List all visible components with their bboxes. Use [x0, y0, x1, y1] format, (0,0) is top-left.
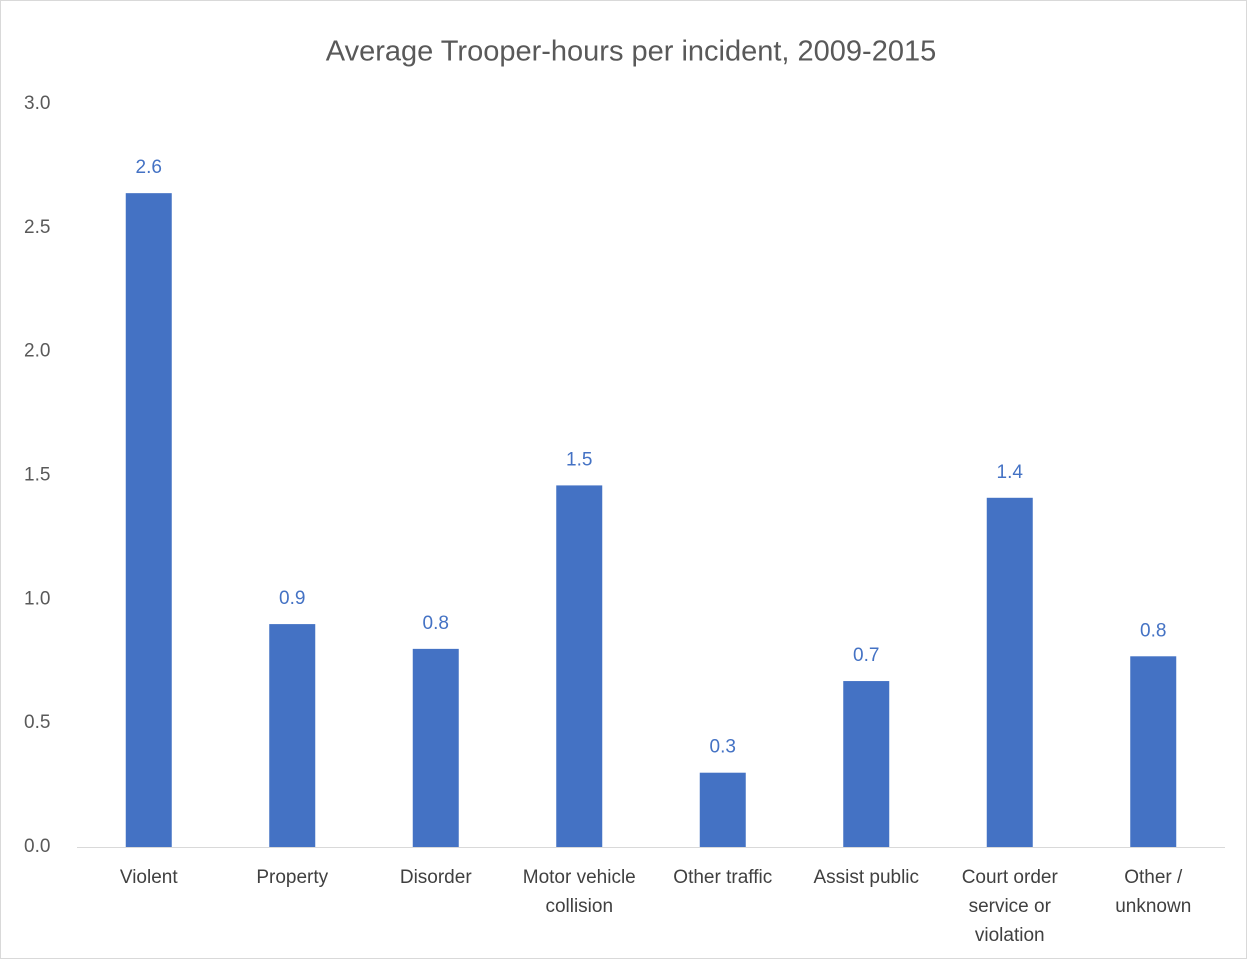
x-tick-label: Motor vehicle collision: [522, 867, 636, 917]
x-tick-label: Violent: [119, 867, 178, 888]
bar: [556, 485, 603, 847]
x-tick-label: Court order service or violation: [961, 867, 1058, 946]
chart-title: Average Trooper-hours per incident, 2009…: [326, 36, 936, 68]
y-tick-label: 2.0: [24, 341, 50, 362]
bar: [986, 497, 1033, 847]
x-tick-label: Disorder: [399, 867, 472, 888]
x-tick-label: Property: [256, 867, 329, 888]
bar: [699, 772, 746, 847]
value-label: 0.8: [1140, 620, 1166, 641]
value-label: 0.9: [279, 588, 305, 609]
y-tick-label: 3.0: [24, 93, 50, 114]
y-tick-label: 0.5: [24, 712, 50, 733]
value-label: 1.4: [997, 462, 1024, 483]
x-tick-label: Assist public: [813, 867, 920, 888]
value-label: 0.3: [710, 737, 736, 758]
y-tick-label: 1.5: [24, 465, 50, 486]
bar: [269, 624, 316, 847]
bar: [412, 648, 459, 847]
value-label: 0.7: [853, 645, 879, 666]
bar: [125, 193, 172, 847]
x-tick-label: Other / unknown: [1115, 867, 1192, 917]
value-label: 1.5: [566, 449, 592, 470]
value-label: 0.8: [423, 613, 449, 634]
value-label: 2.6: [136, 157, 162, 178]
y-tick-label: 1.0: [24, 588, 50, 609]
y-tick-label: 0.0: [24, 836, 50, 857]
x-tick-label: Other traffic: [673, 867, 773, 888]
y-tick-label: 2.5: [24, 217, 50, 238]
bar: [1130, 656, 1177, 847]
bar: [843, 681, 890, 847]
